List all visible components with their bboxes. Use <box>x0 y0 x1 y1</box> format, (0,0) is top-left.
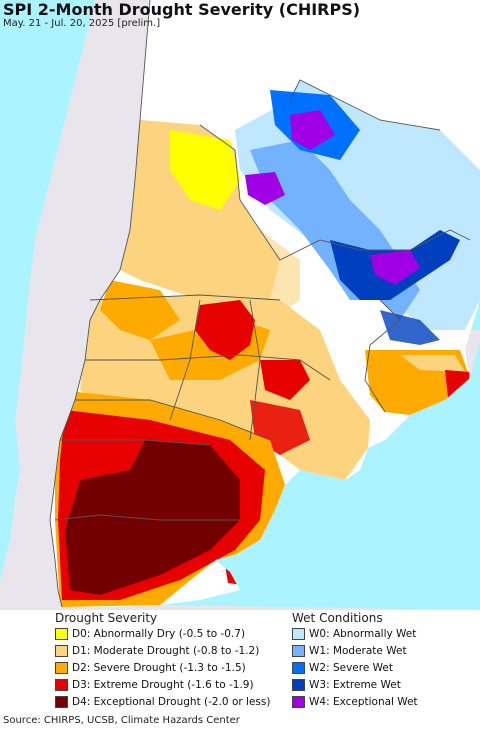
legend-swatch <box>55 696 68 708</box>
atlantic <box>160 340 480 610</box>
legend-label: D4: Exceptional Drought (-2.0 or less) <box>72 696 271 708</box>
wet-legend-title: Wet Conditions <box>292 611 383 625</box>
legend-label: D2: Severe Drought (-1.3 to -1.5) <box>72 662 246 674</box>
map-title: SPI 2-Month Drought Severity (CHIRPS) <box>3 0 361 19</box>
legend-label: D0: Abnormally Dry (-0.5 to -0.7) <box>72 628 246 640</box>
legend-label: D1: Moderate Drought (-0.8 to -1.2) <box>72 645 260 657</box>
legend-swatch <box>55 679 68 691</box>
legend-item-w4: W4: Exceptional Wet <box>292 695 418 709</box>
drought-map <box>0 0 480 610</box>
legend-item-w1: W1: Moderate Wet <box>292 644 407 658</box>
legend-swatch <box>55 645 68 657</box>
legend-item-d4: D4: Exceptional Drought (-2.0 or less) <box>55 695 270 709</box>
drought-legend-title: Drought Severity <box>55 611 158 625</box>
borders <box>49 0 471 608</box>
legend-swatch <box>55 628 68 640</box>
legend-swatch <box>292 628 305 640</box>
legend-swatch <box>292 645 305 657</box>
legend-swatch <box>55 662 68 674</box>
legend-item-d1: D1: Moderate Drought (-0.8 to -1.2) <box>55 644 259 658</box>
legend-item-w0: W0: Abnormally Wet <box>292 627 416 641</box>
legend-item-d3: D3: Extreme Drought (-1.6 to -1.9) <box>55 678 254 692</box>
legend-swatch <box>292 696 305 708</box>
legend-label: W0: Abnormally Wet <box>309 628 417 640</box>
legend-item-d0: D0: Abnormally Dry (-0.5 to -0.7) <box>55 627 245 641</box>
source-footer: Source: CHIRPS, UCSB, Climate Hazards Ce… <box>3 715 240 726</box>
legend-swatch <box>292 662 305 674</box>
legend-swatch <box>292 679 305 691</box>
legend-label: W2: Severe Wet <box>309 662 393 674</box>
legend-item-w3: W3: Extreme Wet <box>292 678 401 692</box>
legend-label: W4: Exceptional Wet <box>309 696 418 708</box>
map-subtitle: May. 21 - Jul. 20, 2025 [prelim.] <box>3 18 161 29</box>
legend-label: D3: Extreme Drought (-1.6 to -1.9) <box>72 679 254 691</box>
legend-item-w2: W2: Severe Wet <box>292 661 393 675</box>
legend-label: W3: Extreme Wet <box>309 679 401 691</box>
legend-item-d2: D2: Severe Drought (-1.3 to -1.5) <box>55 661 246 675</box>
legend-label: W1: Moderate Wet <box>309 645 407 657</box>
